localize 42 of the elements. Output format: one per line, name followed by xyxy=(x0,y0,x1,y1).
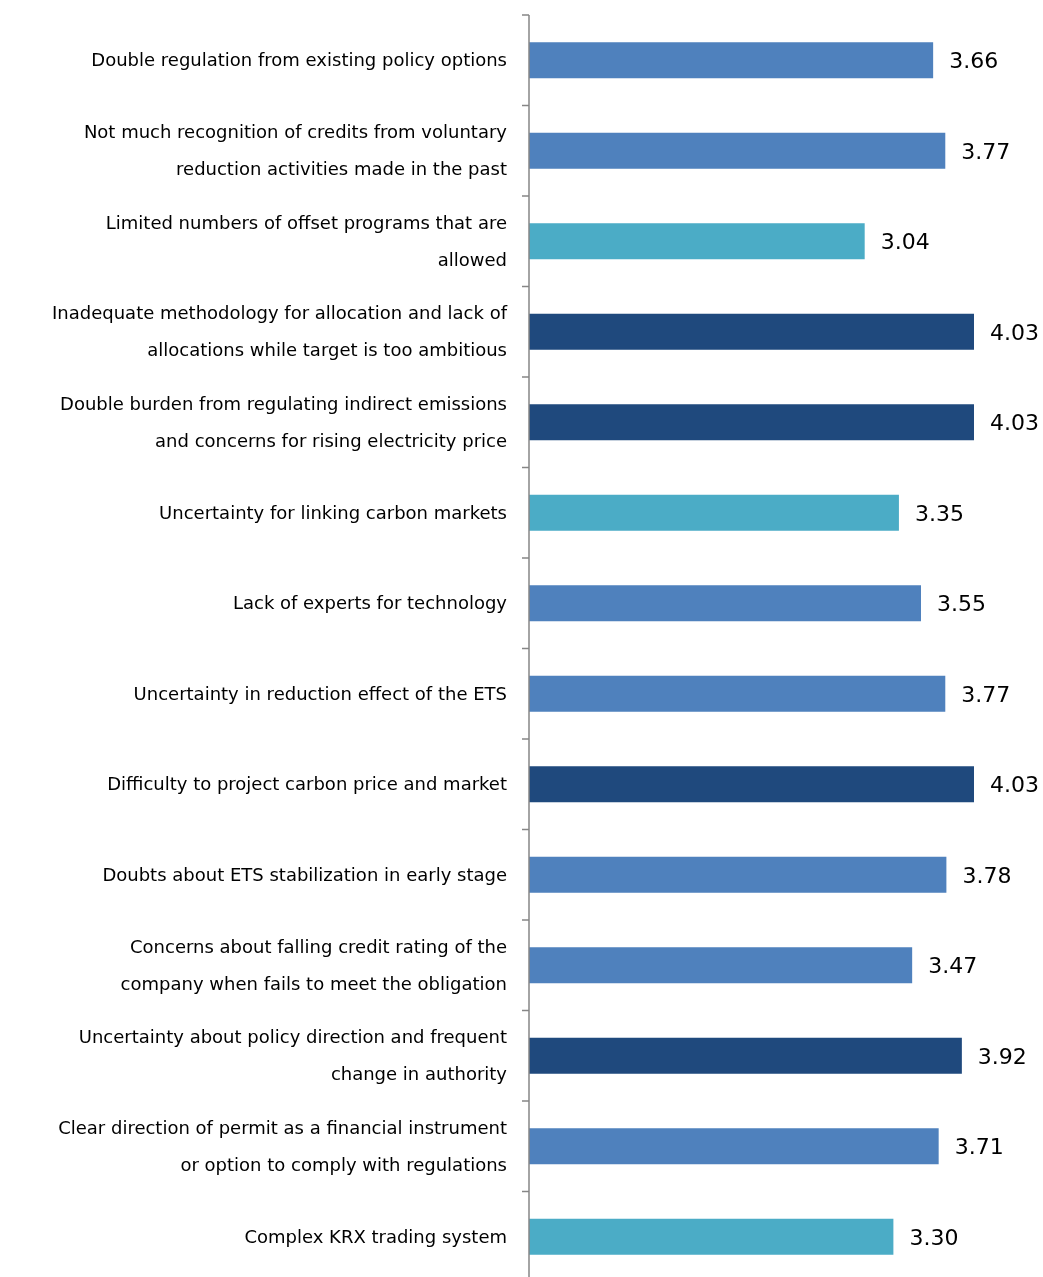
data-label: 3.55 xyxy=(937,591,986,617)
y-tick-label: Difficulty to project carbon price and market xyxy=(107,773,507,795)
y-tick-label: Inadequate methodology for allocation and lack of allocations while target is too ambitious xyxy=(52,302,508,361)
y-tick-label: Clear direction of permit as a financial instrument or option to comply with regulations xyxy=(58,1116,507,1175)
bar xyxy=(529,585,921,622)
y-tick-label: Uncertainty about policy direction and frequent change in authority xyxy=(78,1026,508,1085)
data-label: 3.77 xyxy=(961,138,1011,164)
bar xyxy=(529,313,974,350)
data-label: 3.35 xyxy=(914,500,964,526)
bar xyxy=(529,856,947,893)
bar xyxy=(529,494,899,531)
y-tick-label: Double burden from regulating indirect emissions and concerns for rising electricity price xyxy=(60,392,507,451)
bar xyxy=(529,1037,962,1074)
y-tick-label: Not much recognition of credits from voluntary reduction activities made in the past xyxy=(83,121,508,180)
bar xyxy=(529,132,946,169)
bar xyxy=(529,675,946,712)
bar xyxy=(529,42,934,79)
data-label: 3.04 xyxy=(880,229,930,255)
data-label: 3.47 xyxy=(928,953,978,979)
bar xyxy=(529,947,913,984)
bar xyxy=(529,1218,894,1255)
bar xyxy=(529,766,974,803)
bar xyxy=(529,1128,939,1165)
data-label: 4.03 xyxy=(990,410,1039,436)
y-tick-label: Concerns about falling credit rating of the company when fails to meet the obligation xyxy=(120,935,507,994)
data-label: 4.03 xyxy=(990,772,1039,798)
data-label: 4.03 xyxy=(990,319,1039,345)
y-tick-label: Double regulation from existing policy options xyxy=(91,49,507,71)
y-tick-label: Uncertainty in reduction effect of the ETS xyxy=(133,682,507,704)
y-tick-label: Uncertainty for linking carbon markets xyxy=(159,501,507,523)
y-tick-label: Lack of experts for technology xyxy=(232,592,508,614)
y-tick-label: Doubts about ETS stabilization in early stage xyxy=(102,863,507,885)
bar xyxy=(529,223,865,260)
data-label: 3.92 xyxy=(977,1043,1027,1069)
bar xyxy=(529,404,974,441)
data-label: 3.30 xyxy=(909,1224,959,1250)
y-tick-label: Limited numbers of offset programs that are allowed xyxy=(105,211,507,270)
data-label: 3.66 xyxy=(949,48,999,74)
data-label: 3.71 xyxy=(954,1134,1004,1160)
data-label: 3.78 xyxy=(962,862,1012,888)
y-tick-label: Complex KRX trading system xyxy=(244,1225,507,1247)
data-label: 3.77 xyxy=(961,681,1011,707)
